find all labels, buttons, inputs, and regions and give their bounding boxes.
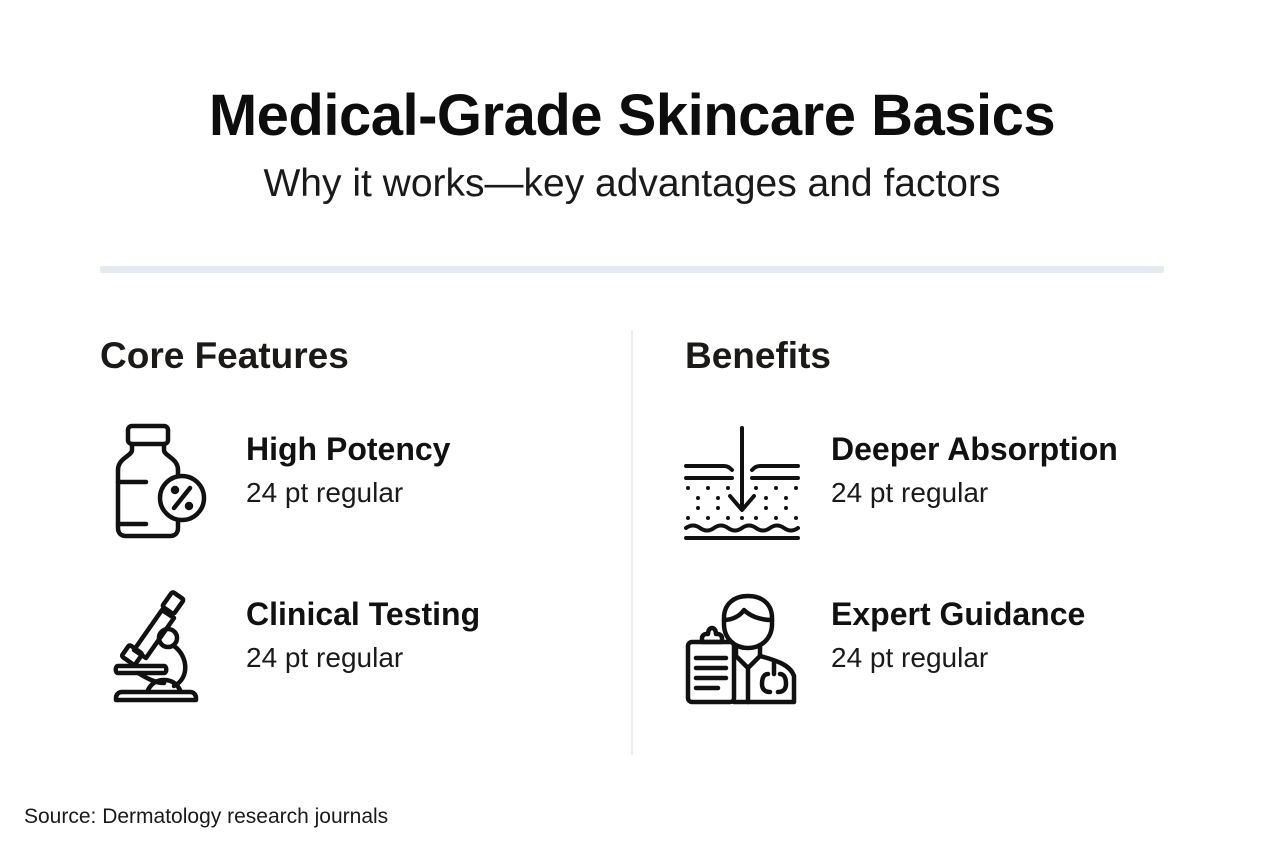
column-divider bbox=[631, 330, 633, 755]
doctor-clipboard-icon bbox=[682, 588, 802, 708]
item-title: Clinical Testing bbox=[246, 596, 481, 632]
item-title: Deeper Absorption bbox=[831, 431, 1118, 467]
section-heading-core-features: Core Features bbox=[100, 335, 349, 376]
item-description: 24 pt regular bbox=[831, 642, 989, 673]
item-description: 24 pt regular bbox=[246, 477, 404, 508]
item-description: 24 pt regular bbox=[246, 642, 404, 673]
header-divider bbox=[100, 266, 1164, 273]
source-note: Source: Dermatology research journals bbox=[24, 805, 389, 828]
medicine-bottle-percent-icon bbox=[100, 420, 220, 540]
page-title: Medical-Grade Skincare Basics bbox=[208, 83, 1056, 148]
page-subtitle: Why it works—key advantages and factors bbox=[263, 162, 1001, 205]
item-title: High Potency bbox=[246, 431, 451, 467]
item-description: 24 pt regular bbox=[831, 477, 989, 508]
item-title: Expert Guidance bbox=[831, 596, 1086, 632]
microscope-icon bbox=[100, 588, 220, 708]
skin-absorption-icon bbox=[680, 420, 800, 540]
section-heading-benefits: Benefits bbox=[685, 335, 831, 376]
